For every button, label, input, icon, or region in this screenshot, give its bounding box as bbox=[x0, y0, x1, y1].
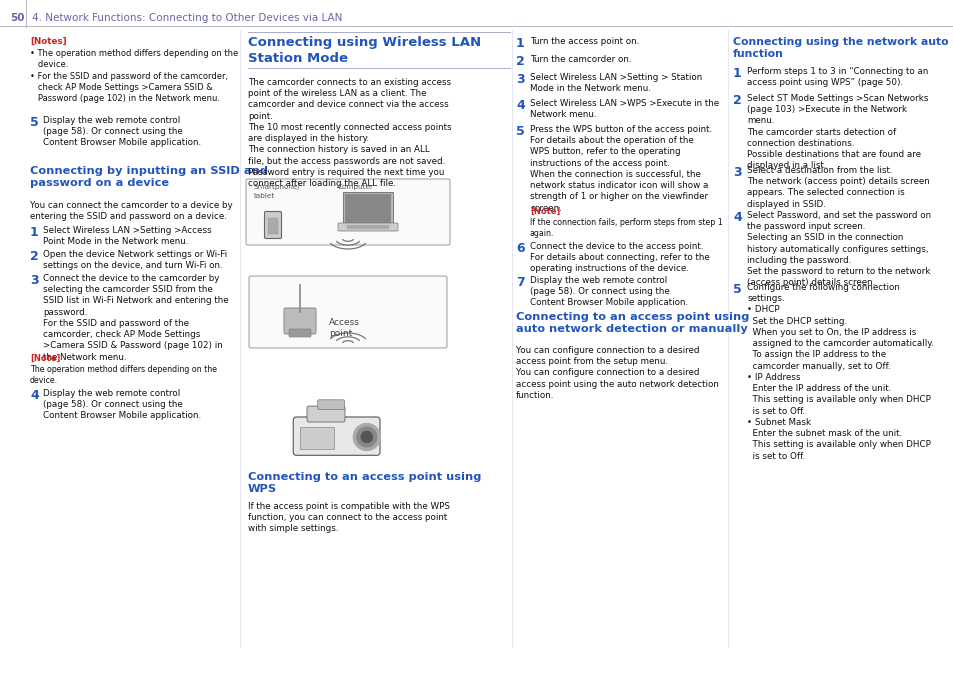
FancyBboxPatch shape bbox=[307, 406, 345, 422]
Text: 1: 1 bbox=[516, 37, 524, 50]
FancyBboxPatch shape bbox=[300, 427, 335, 449]
Text: Connecting using Wireless LAN
Station Mode: Connecting using Wireless LAN Station Mo… bbox=[248, 36, 480, 65]
Text: Connecting using the network auto detection
function: Connecting using the network auto detect… bbox=[732, 37, 953, 59]
Text: 2: 2 bbox=[516, 55, 524, 68]
FancyBboxPatch shape bbox=[337, 223, 397, 231]
Text: The camcorder connects to an existing access
point of the wireless LAN as a clie: The camcorder connects to an existing ac… bbox=[248, 78, 451, 188]
FancyBboxPatch shape bbox=[289, 329, 311, 337]
Text: • For the SSID and password of the camcorder,
   check AP Mode Settings >Camera : • For the SSID and password of the camco… bbox=[30, 72, 228, 103]
Text: 3: 3 bbox=[30, 274, 38, 287]
FancyBboxPatch shape bbox=[268, 218, 277, 234]
Text: You can connect the camcorder to a device by
entering the SSID and password on a: You can connect the camcorder to a devic… bbox=[30, 201, 233, 221]
FancyBboxPatch shape bbox=[284, 308, 315, 334]
FancyBboxPatch shape bbox=[317, 400, 344, 410]
Text: Select Wireless LAN >Setting > Station
Mode in the Network menu.: Select Wireless LAN >Setting > Station M… bbox=[530, 73, 701, 93]
Text: Turn the camcorder on.: Turn the camcorder on. bbox=[530, 55, 631, 64]
FancyBboxPatch shape bbox=[246, 179, 450, 245]
Text: Press the WPS button of the access point.
For details about the operation of the: Press the WPS button of the access point… bbox=[530, 125, 711, 213]
Text: Select Password, and set the password on
the password input screen.
Selecting an: Select Password, and set the password on… bbox=[746, 211, 930, 288]
FancyBboxPatch shape bbox=[345, 194, 391, 224]
Text: Connecting by inputting an SSID and
password on a device: Connecting by inputting an SSID and pass… bbox=[30, 166, 268, 188]
Text: 5: 5 bbox=[30, 116, 39, 129]
FancyBboxPatch shape bbox=[293, 417, 379, 456]
Text: 4: 4 bbox=[30, 389, 39, 402]
FancyBboxPatch shape bbox=[264, 211, 281, 238]
Text: • The operation method differs depending on the
   device.: • The operation method differs depending… bbox=[30, 49, 238, 70]
Text: 2: 2 bbox=[732, 94, 741, 107]
Text: Access
point: Access point bbox=[329, 318, 359, 338]
Text: 1: 1 bbox=[732, 67, 741, 80]
Circle shape bbox=[353, 423, 380, 451]
Text: Display the web remote control
(page 58). Or connect using the
Content Browser M: Display the web remote control (page 58)… bbox=[43, 116, 201, 147]
Text: You can configure connection to a desired
access point from the setup menu.
You : You can configure connection to a desire… bbox=[516, 346, 719, 400]
Text: [Notes]: [Notes] bbox=[30, 37, 67, 46]
Text: [Note]: [Note] bbox=[30, 354, 60, 363]
Text: 5: 5 bbox=[732, 283, 741, 296]
Text: 5: 5 bbox=[516, 125, 524, 138]
Text: 3: 3 bbox=[516, 73, 524, 86]
Text: tablet: tablet bbox=[253, 193, 275, 199]
Text: Select ST Mode Settings >Scan Networks
(page 103) >Execute in the Network
menu.
: Select ST Mode Settings >Scan Networks (… bbox=[746, 94, 927, 171]
Text: 4: 4 bbox=[516, 99, 524, 112]
Text: If the connection fails, perform steps from step 1
again.: If the connection fails, perform steps f… bbox=[530, 218, 722, 238]
Text: 6: 6 bbox=[516, 242, 524, 255]
Text: Connecting to an access point using
auto network detection or manually: Connecting to an access point using auto… bbox=[516, 312, 749, 334]
Text: Connect the device to the camcorder by
selecting the camcorder SSID from the
SSI: Connect the device to the camcorder by s… bbox=[43, 274, 229, 362]
Text: Perform steps 1 to 3 in “Connecting to an
access point using WPS” (page 50).: Perform steps 1 to 3 in “Connecting to a… bbox=[746, 67, 927, 87]
Text: Display the web remote control
(page 58). Or connect using the
Content Browser M: Display the web remote control (page 58)… bbox=[43, 389, 201, 421]
Text: 7: 7 bbox=[516, 276, 524, 289]
Text: 4. Network Functions: Connecting to Other Devices via LAN: 4. Network Functions: Connecting to Othe… bbox=[32, 13, 342, 23]
Text: [Note]: [Note] bbox=[530, 207, 559, 216]
Text: If the access point is compatible with the WPS
function, you can connect to the : If the access point is compatible with t… bbox=[248, 502, 450, 533]
Text: Turn the access point on.: Turn the access point on. bbox=[530, 37, 639, 46]
Circle shape bbox=[360, 431, 373, 443]
Text: Configure the following connection
settings.
• DHCP
  Set the DHCP setting.
  Wh: Configure the following connection setti… bbox=[746, 283, 933, 460]
Text: 3: 3 bbox=[732, 166, 740, 179]
Text: 4: 4 bbox=[732, 211, 741, 224]
Text: Smartphone/: Smartphone/ bbox=[253, 184, 300, 190]
Text: 50: 50 bbox=[10, 13, 25, 23]
Text: Connecting to an access point using
WPS: Connecting to an access point using WPS bbox=[248, 472, 481, 494]
Text: Select Wireless LAN >Setting >Access
Point Mode in the Network menu.: Select Wireless LAN >Setting >Access Poi… bbox=[43, 226, 212, 246]
FancyBboxPatch shape bbox=[249, 276, 447, 348]
Text: 1: 1 bbox=[30, 226, 39, 239]
Text: Connect the device to the access point.
For details about connecting, refer to t: Connect the device to the access point. … bbox=[530, 242, 709, 273]
Text: The operation method differs depending on the
device.: The operation method differs depending o… bbox=[30, 365, 216, 385]
Text: Display the web remote control
(page 58). Or connect using the
Content Browser M: Display the web remote control (page 58)… bbox=[530, 276, 687, 308]
Circle shape bbox=[356, 427, 376, 448]
Text: 2: 2 bbox=[30, 250, 39, 263]
Text: Open the device Network settings or Wi-Fi
settings on the device, and turn Wi-Fi: Open the device Network settings or Wi-F… bbox=[43, 250, 227, 270]
Text: Select Wireless LAN >WPS >Execute in the
Network menu.: Select Wireless LAN >WPS >Execute in the… bbox=[530, 99, 719, 119]
Text: Select a destination from the list.
The network (access point) details screen
ap: Select a destination from the list. The … bbox=[746, 166, 929, 209]
Text: Computer: Computer bbox=[337, 184, 374, 190]
FancyBboxPatch shape bbox=[343, 192, 393, 226]
